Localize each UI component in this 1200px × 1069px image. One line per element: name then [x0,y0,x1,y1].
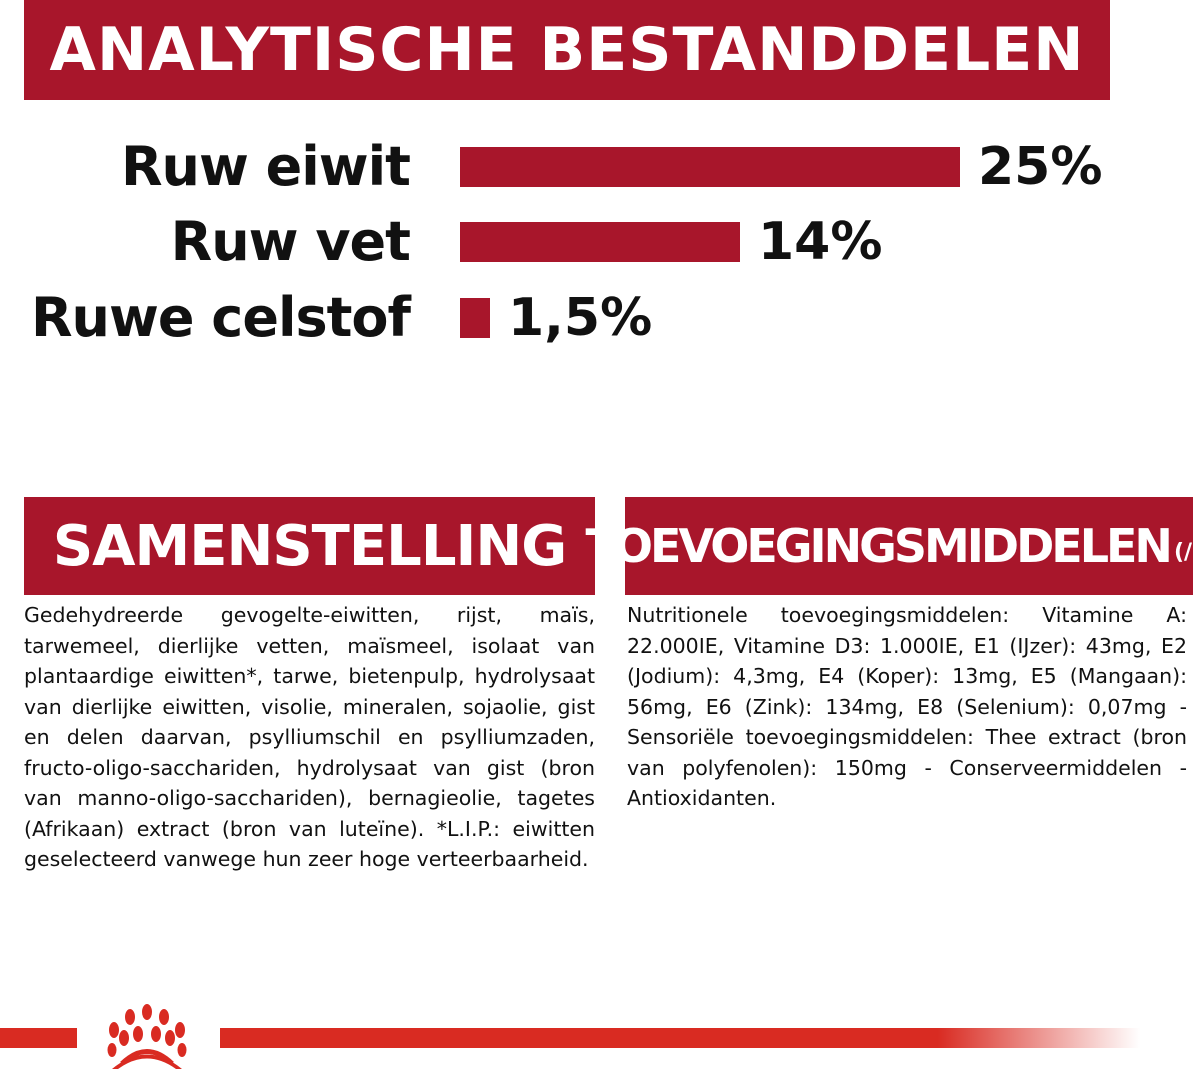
composition-text: Gedehydreerde gevogelte-eiwitten, rijst,… [24,603,595,871]
royal-canin-crown-icon [107,1004,187,1069]
additives-text: Nutritionele toevoegingsmiddelen: Vitami… [627,603,1187,810]
bar-value-label: 25% [978,137,1103,197]
additives-title-text: TOEVOEGINGSMIDDELEN [585,519,1173,573]
bar-label: Ruw eiwit [120,135,411,198]
bar-label: Ruw vet [170,210,411,273]
footer-line-right [220,1028,1140,1048]
bar-label: Ruwe celstof [30,286,411,349]
bar [460,298,490,338]
bar-value-label: 1,5% [508,288,653,348]
composition-title: SAMENSTELLING [24,497,595,595]
bar-value-label: 14% [758,212,883,272]
additives-title: TOEVOEGINGSMIDDELEN(/kg) [586,497,1200,595]
additives-unit: (/kg) [1173,540,1200,565]
bar [460,147,960,187]
footer-line-left [0,1028,77,1048]
analytical-title: ANALYTISCHE BESTANDDELEN [24,0,1110,100]
bar [460,222,740,262]
